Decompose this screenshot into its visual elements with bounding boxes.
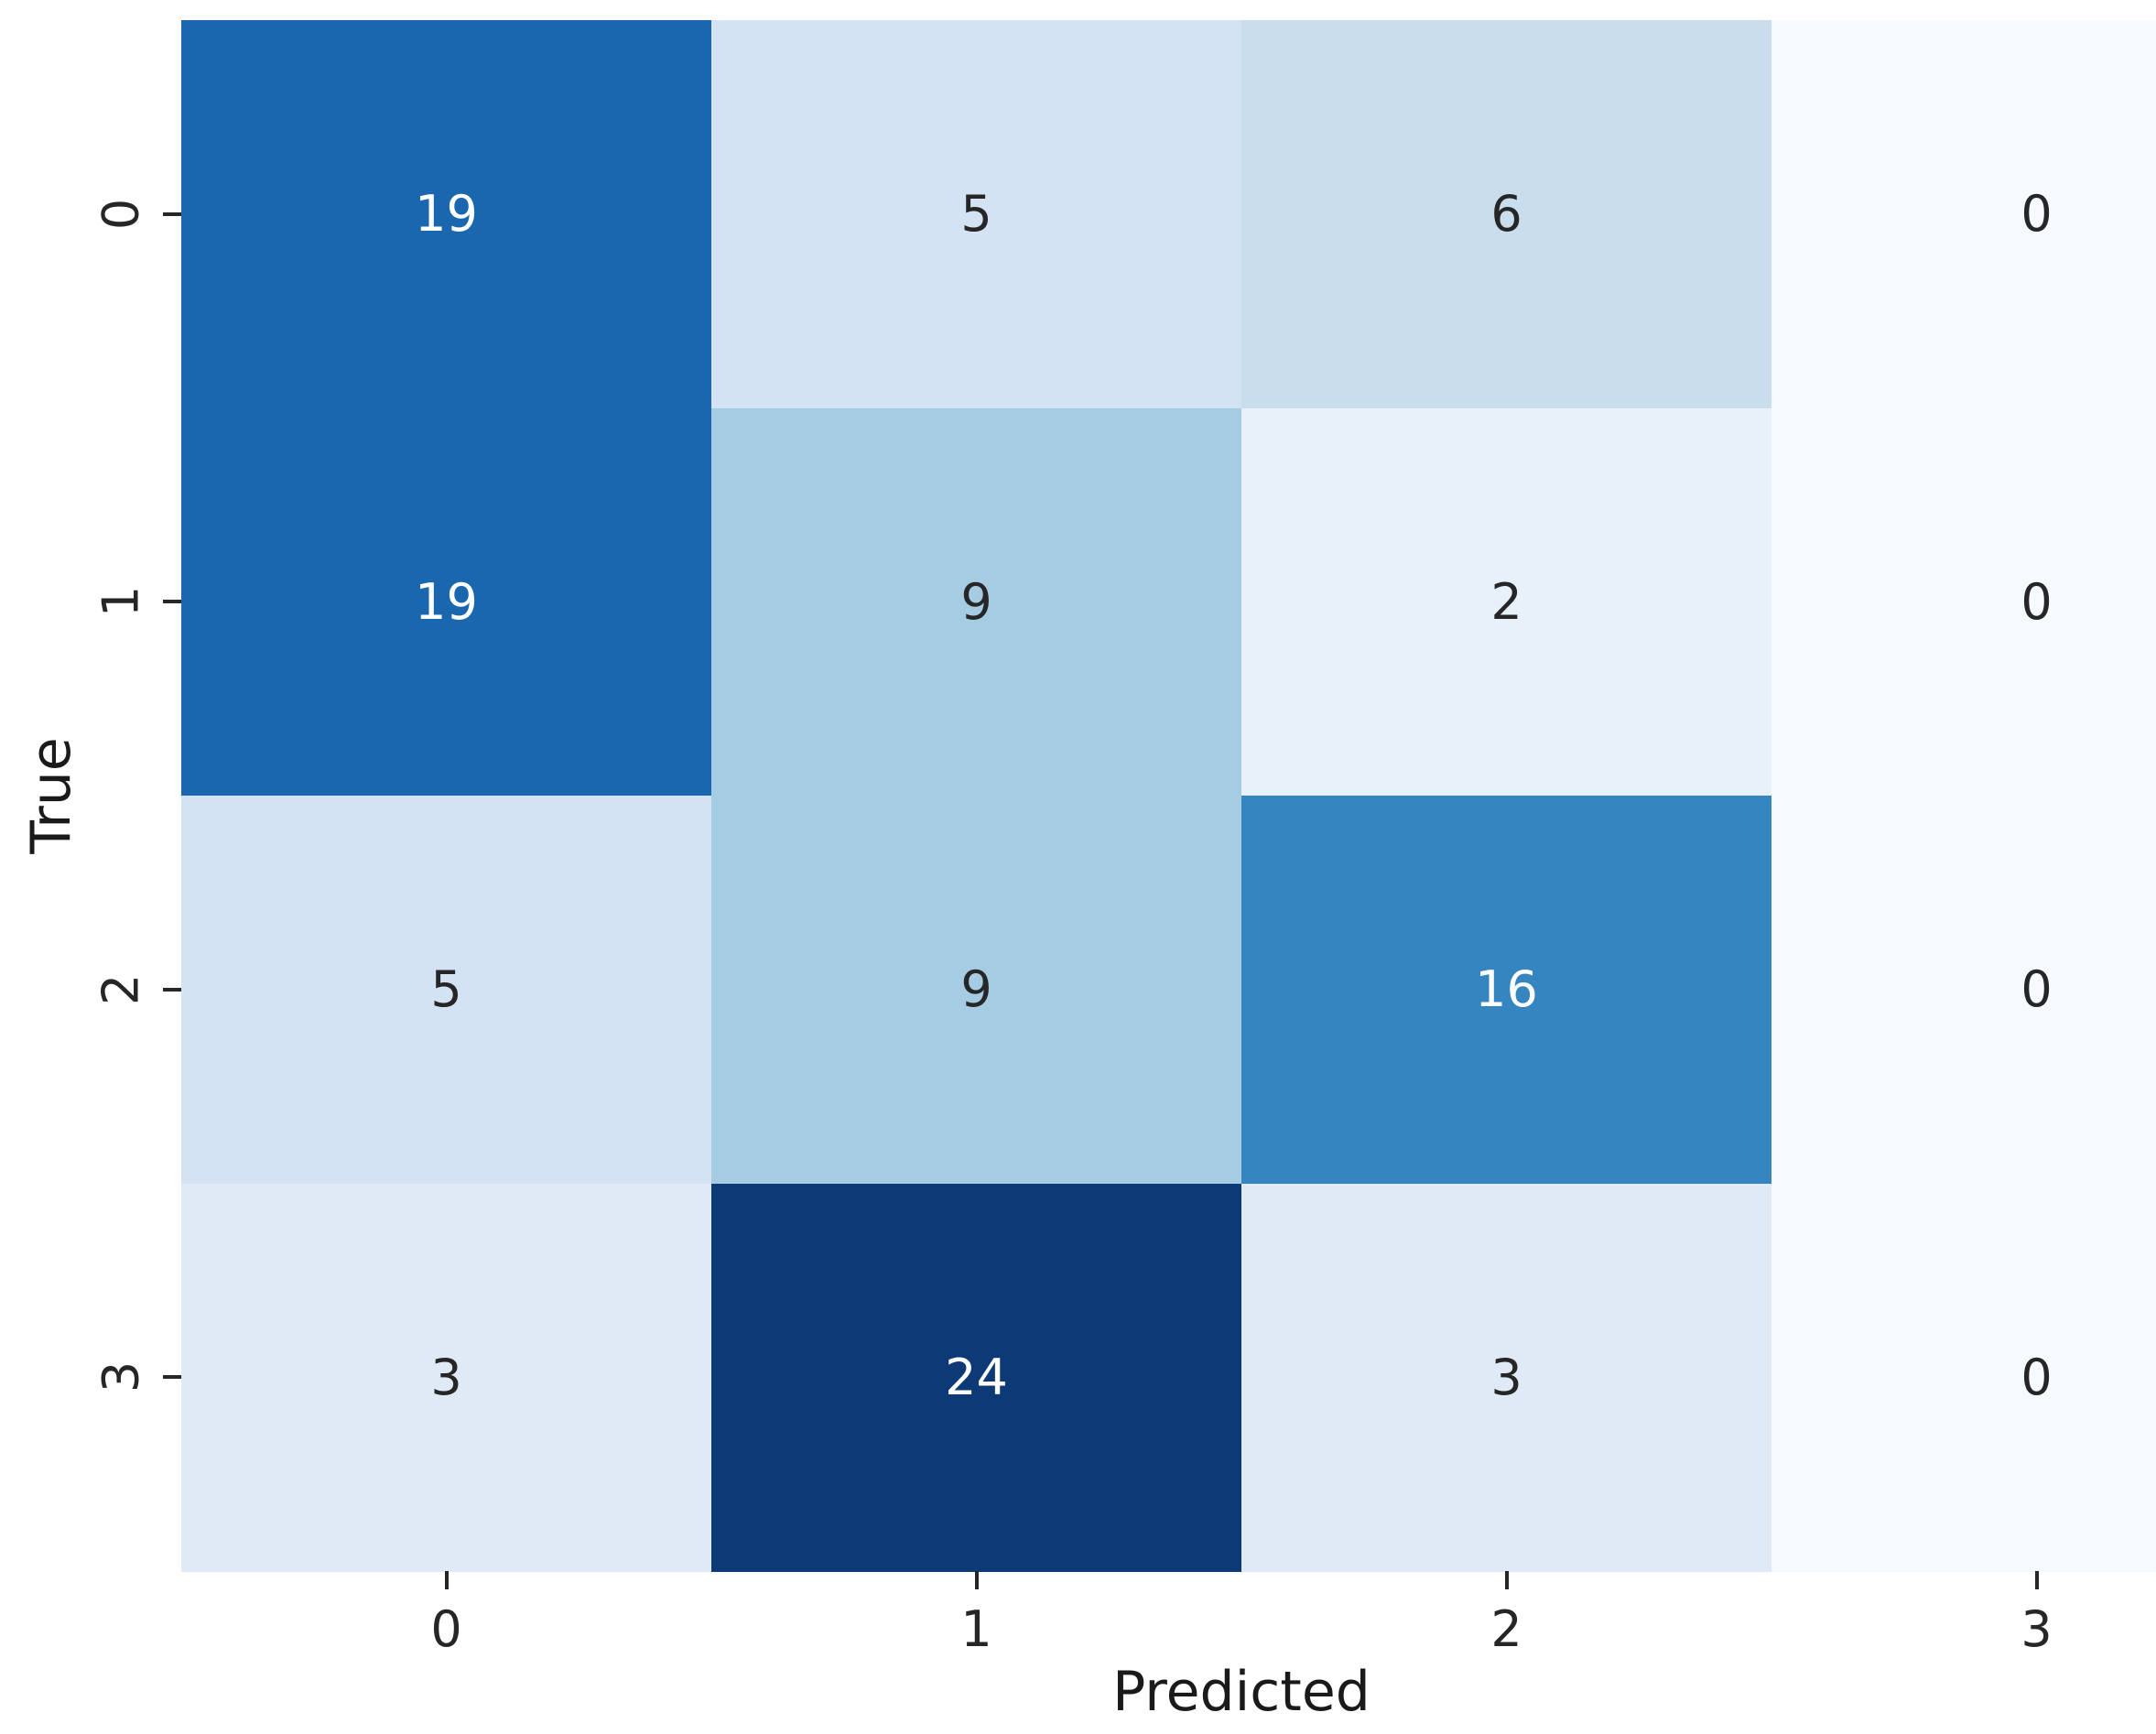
x-tick-label: 2 bbox=[1490, 1600, 1522, 1658]
heatmap-cell-r2c1: 9 bbox=[711, 796, 1241, 1184]
cell-value: 2 bbox=[1490, 572, 1522, 631]
heatmap-cell-r0c0: 19 bbox=[181, 20, 711, 408]
y-tick-mark bbox=[163, 987, 181, 992]
heatmap-plot: 19 5 6 0 19 9 2 0 5 9 16 0 3 24 3 0 bbox=[181, 20, 2156, 1572]
heatmap-cell-r1c2: 2 bbox=[1241, 407, 1771, 797]
cell-value: 16 bbox=[1475, 960, 1538, 1018]
heatmap-cell-r2c2: 16 bbox=[1241, 796, 1771, 1184]
heatmap-cell-r1c0: 19 bbox=[181, 407, 711, 797]
x-tick-label: 3 bbox=[2021, 1600, 2053, 1658]
y-tick-mark bbox=[163, 1375, 181, 1380]
x-tick-label: 1 bbox=[960, 1600, 992, 1658]
heatmap-cell-r1c1: 9 bbox=[711, 407, 1241, 797]
x-axis-label: Predicted bbox=[1112, 1660, 1371, 1724]
cell-value: 9 bbox=[960, 960, 992, 1018]
heatmap-cell-r3c2: 3 bbox=[1241, 1183, 1771, 1572]
x-tick-mark bbox=[1504, 1571, 1509, 1589]
heatmap-cell-r3c1: 24 bbox=[711, 1183, 1241, 1572]
heatmap-cell-r0c3: 0 bbox=[1771, 20, 2156, 408]
cell-value: 0 bbox=[2021, 185, 2053, 243]
heatmap-cell-r3c0: 3 bbox=[181, 1183, 711, 1572]
heatmap-cell-r2c0: 5 bbox=[181, 796, 711, 1184]
y-tick-label: 3 bbox=[92, 1361, 150, 1393]
y-tick-label: 1 bbox=[92, 586, 150, 618]
cell-value: 3 bbox=[1490, 1348, 1522, 1406]
cell-value: 0 bbox=[2021, 1348, 2053, 1406]
heatmap-cell-r0c1: 5 bbox=[711, 20, 1241, 408]
cell-value: 5 bbox=[960, 185, 992, 243]
cell-value: 19 bbox=[415, 185, 478, 243]
heatmap-cell-r3c3: 0 bbox=[1771, 1183, 2156, 1572]
cell-value: 6 bbox=[1490, 185, 1522, 243]
cell-value: 5 bbox=[430, 960, 462, 1018]
y-tick-label: 2 bbox=[92, 973, 150, 1005]
heatmap-cell-r0c2: 6 bbox=[1241, 20, 1771, 408]
heatmap-cell-r1c3: 0 bbox=[1771, 407, 2156, 797]
x-tick-mark bbox=[2034, 1571, 2039, 1589]
cell-value: 19 bbox=[415, 572, 478, 631]
heatmap-cell-r2c3: 0 bbox=[1771, 796, 2156, 1184]
cell-value: 24 bbox=[945, 1348, 1008, 1406]
x-tick-mark bbox=[444, 1571, 449, 1589]
x-tick-label: 0 bbox=[430, 1600, 462, 1658]
cell-value: 0 bbox=[2021, 572, 2053, 631]
y-tick-mark bbox=[163, 211, 181, 216]
cell-value: 9 bbox=[960, 572, 992, 631]
y-tick-label: 0 bbox=[92, 198, 150, 230]
y-axis-label: True bbox=[19, 737, 83, 854]
cell-value: 0 bbox=[2021, 960, 2053, 1018]
x-tick-mark bbox=[974, 1571, 979, 1589]
y-tick-mark bbox=[163, 600, 181, 604]
cell-value: 3 bbox=[430, 1348, 462, 1406]
